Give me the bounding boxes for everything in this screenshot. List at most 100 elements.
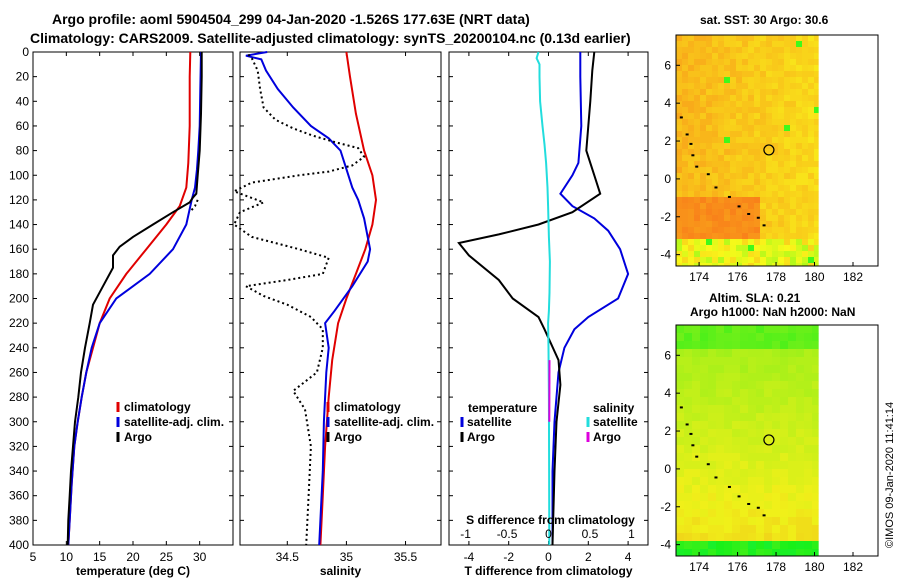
sst-map-cell (754, 59, 761, 66)
sst-map-cell (808, 53, 815, 60)
sla-map-cell (716, 357, 725, 366)
sla-map-track-point (691, 444, 695, 447)
sla-map-cell (780, 437, 789, 446)
sst-map-cell (754, 185, 761, 192)
sst-map-cell (682, 215, 689, 222)
sst-map-cell (802, 233, 809, 240)
sla-map-cell (748, 357, 757, 366)
sst-map-cell (706, 179, 713, 186)
sst-map-cell (754, 257, 761, 264)
sla-map-cell (788, 493, 797, 502)
sst-map-cell (718, 179, 725, 186)
sst-map-cell (706, 161, 713, 168)
sla-map-cell (716, 541, 725, 550)
sst-map-cell (808, 161, 815, 168)
sst-map-cell (790, 185, 797, 192)
sst-map-cell (712, 107, 719, 114)
sst-map-cell (730, 119, 737, 126)
sst-map-cell (688, 257, 695, 264)
sla-map-cell (692, 357, 701, 366)
sla-map-ytick-label: 4 (664, 386, 671, 400)
sst-map-cell (796, 131, 803, 138)
sst-map-cell (754, 47, 761, 54)
sst-map-cell (688, 41, 695, 48)
sst-map-cell (694, 239, 701, 246)
sst-map-ytick-label: 6 (664, 58, 671, 72)
sla-map-cell (780, 549, 789, 557)
sst-map-cell (688, 185, 695, 192)
sst-map-cell (730, 65, 737, 72)
sst-map-cell (700, 71, 707, 78)
differences-top-tick-label: 0.5 (582, 527, 599, 541)
sst-map-cell (682, 77, 689, 84)
sst-map-cell (802, 161, 809, 168)
sst-map-cell (778, 95, 785, 102)
sla-map-cell (788, 429, 797, 438)
sla-map-cell (788, 349, 797, 358)
sla-map-cell (724, 357, 733, 366)
sst-map-cell (766, 251, 773, 258)
sla-map-cell (748, 365, 757, 374)
sst-map-cell (718, 101, 725, 108)
depth-tick-label: 340 (9, 464, 29, 478)
sst-map-cell (706, 155, 713, 162)
sst-map-cell (790, 65, 797, 72)
sst-map-cell (802, 173, 809, 180)
temperature-xtick-label: 10 (60, 550, 74, 564)
sst-map-title: sat. SST: 30 Argo: 30.6 (700, 13, 829, 27)
sla-map-cell (748, 501, 757, 510)
sla-map-cell (732, 397, 741, 406)
sst-map-cell (766, 101, 773, 108)
sla-map-cell (788, 405, 797, 414)
sla-map-cell (772, 421, 781, 430)
sst-map-cell (748, 137, 755, 144)
sla-map-cell (812, 381, 819, 390)
sla-map-cell (732, 461, 741, 470)
sst-map-cell (694, 71, 701, 78)
sst-map-cell (712, 101, 719, 108)
sst-map-cell (760, 233, 767, 240)
sst-map-cell (682, 203, 689, 210)
sst-map-cell (736, 119, 743, 126)
sst-map-cell (784, 263, 791, 267)
sla-map-cell (788, 541, 797, 550)
sst-map-cell (802, 131, 809, 138)
sst-map-cell (712, 119, 719, 126)
sst-map-cell (766, 41, 773, 48)
sst-map-cell (700, 197, 707, 204)
salinity-frame (239, 51, 442, 546)
sst-map-cell (784, 125, 791, 132)
sst-map-cell (706, 53, 713, 60)
sst-map-cell (796, 77, 803, 84)
sla-map-cell (756, 517, 765, 526)
sla-map-track-point (695, 455, 699, 458)
sst-map-cell (730, 233, 737, 240)
sla-map-cell (756, 357, 765, 366)
differences-xtick-label: 0 (545, 550, 552, 564)
sst-map-cell (784, 35, 791, 42)
sst-map-cell (772, 173, 779, 180)
sst-map-cell (718, 125, 725, 132)
sst-map-cell (742, 173, 749, 180)
legend-label: satellite (593, 415, 638, 429)
sst-map-cell (796, 191, 803, 198)
sst-map-cell (808, 77, 815, 84)
sst-map-cell (676, 71, 683, 78)
sst-map-cell (814, 233, 819, 240)
sla-map-cell (676, 341, 685, 350)
sst-map-cell (688, 113, 695, 120)
sst-map-cell (754, 89, 761, 96)
sst-map-cell (814, 89, 819, 96)
sst-map-cell (724, 89, 731, 96)
sst-map-cell (742, 239, 749, 246)
sst-map-cell (754, 137, 761, 144)
temperature-xtick-label: 15 (93, 550, 107, 564)
sst-map-ytick-label: 0 (664, 172, 671, 186)
sla-map-cell (684, 501, 693, 510)
sla-map-cell (732, 405, 741, 414)
sla-map-cell (764, 349, 773, 358)
depth-tick-label: 100 (9, 168, 29, 182)
depth-tick-label: 180 (9, 267, 29, 281)
sla-map-cell (676, 533, 685, 542)
